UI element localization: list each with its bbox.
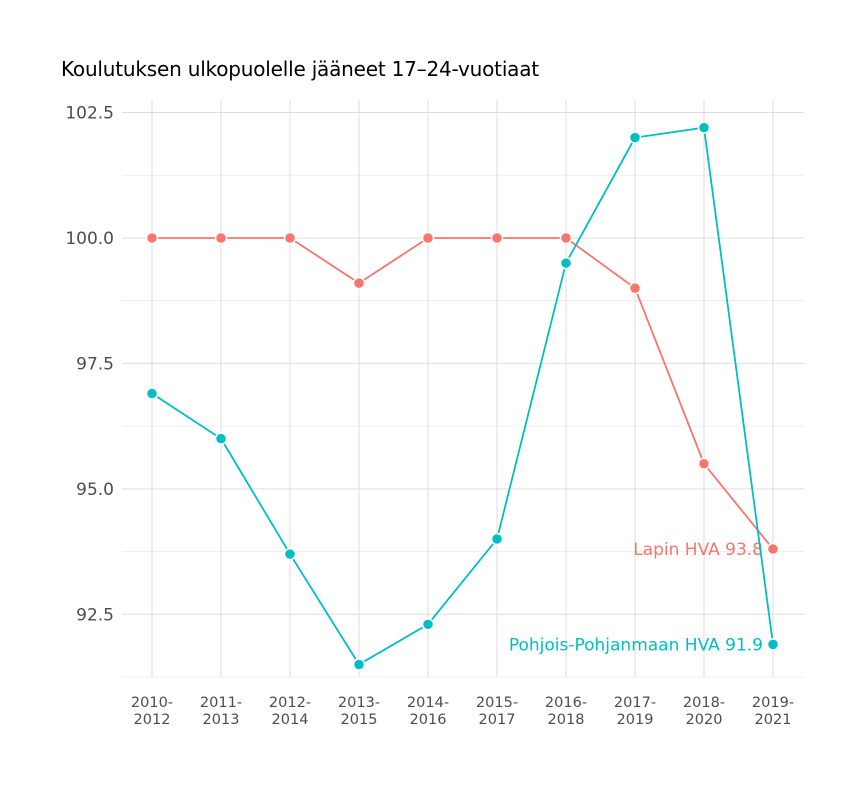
series-line xyxy=(152,237,774,550)
data-point xyxy=(559,256,573,270)
data-point xyxy=(145,387,159,400)
data-point xyxy=(352,658,366,671)
series-line xyxy=(151,126,774,666)
x-tick-label: 2015-2017 xyxy=(476,695,518,728)
x-tick-label: 2012-2014 xyxy=(269,695,311,728)
series-end-label: Lapin HVA 93.8 xyxy=(633,540,763,560)
chart-title: Koulutuksen ulkopuolelle jääneet 17–24-v… xyxy=(61,57,539,81)
data-point xyxy=(214,231,228,245)
x-tick-label: 2013-2015 xyxy=(338,695,380,728)
data-point xyxy=(628,281,642,295)
y-tick-label: 97.5 xyxy=(76,354,114,374)
x-tick-label: 2010-2012 xyxy=(131,695,173,728)
data-point xyxy=(766,638,780,651)
data-point xyxy=(283,547,297,561)
y-tick-label: 95.0 xyxy=(76,480,114,500)
data-point xyxy=(214,432,228,445)
data-point xyxy=(145,231,159,245)
x-tick-label: 2018-2020 xyxy=(683,695,725,728)
x-tick-label: 2019-2021 xyxy=(752,695,794,728)
y-tick-label: 100.0 xyxy=(65,229,114,249)
data-point xyxy=(490,532,504,546)
data-point xyxy=(697,121,711,134)
data-point xyxy=(421,231,435,245)
data-point xyxy=(490,231,504,245)
x-tick-label: 2011-2013 xyxy=(200,695,242,728)
data-point xyxy=(283,231,297,245)
x-tick-label: 2017-2019 xyxy=(614,695,656,728)
x-tick-label: 2014-2016 xyxy=(407,695,449,728)
y-tick-label: 92.5 xyxy=(76,605,114,625)
data-point xyxy=(697,457,711,471)
y-tick-label: 102.5 xyxy=(65,104,114,124)
data-point xyxy=(352,276,366,290)
series-end-label: Pohjois-Pohjanmaan HVA 91.9 xyxy=(509,635,763,655)
data-point xyxy=(421,618,435,631)
data-point xyxy=(628,131,642,144)
x-tick-label: 2016-2018 xyxy=(545,695,587,728)
data-point xyxy=(766,542,780,556)
data-point xyxy=(559,231,573,245)
